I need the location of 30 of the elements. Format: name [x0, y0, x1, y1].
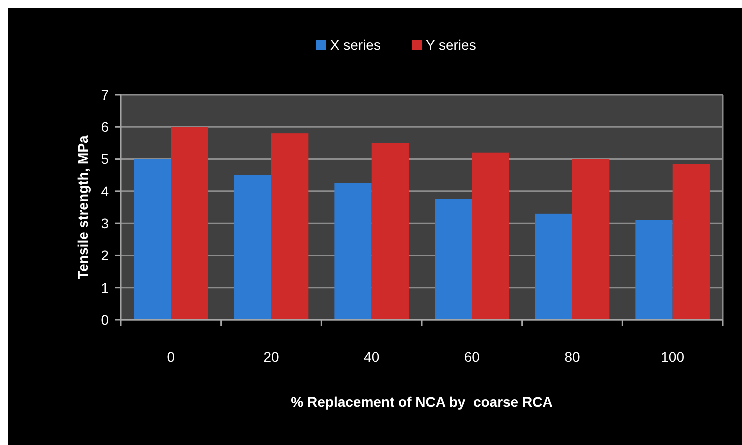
y-tick-label: 1 [101, 280, 110, 296]
x-tick-label: 100 [661, 349, 685, 365]
y-tick-label: 0 [101, 312, 110, 328]
y-tick-label: 7 [101, 86, 110, 103]
x-tick-label: 40 [364, 349, 380, 365]
bar [334, 183, 372, 320]
y-tick-label: 2 [101, 248, 110, 264]
bar [234, 175, 272, 320]
bar [572, 159, 610, 320]
x-axis-title: % Replacement of NCA by coarse RCA [291, 394, 553, 410]
x-tick-label: 60 [464, 349, 480, 365]
bar [636, 220, 673, 320]
bar [134, 159, 172, 320]
legend-label: X series [330, 36, 381, 53]
bar [535, 214, 572, 320]
bar [272, 134, 309, 320]
x-tick-label: 0 [167, 349, 176, 365]
legend-label: Y series [426, 36, 476, 53]
y-tick-label: 6 [101, 119, 110, 136]
bar [672, 164, 710, 320]
y-tick-label: 3 [101, 215, 110, 232]
y-tick-label: 4 [101, 183, 110, 200]
y-axis-title: Tensile strength, MPa [75, 135, 91, 280]
bar [472, 152, 510, 320]
bar [435, 199, 472, 320]
x-tick-label: 80 [564, 349, 580, 365]
bar [372, 143, 409, 320]
y-tick-label: 5 [101, 151, 110, 168]
x-tick-label: 20 [264, 349, 280, 365]
bar [171, 127, 208, 320]
